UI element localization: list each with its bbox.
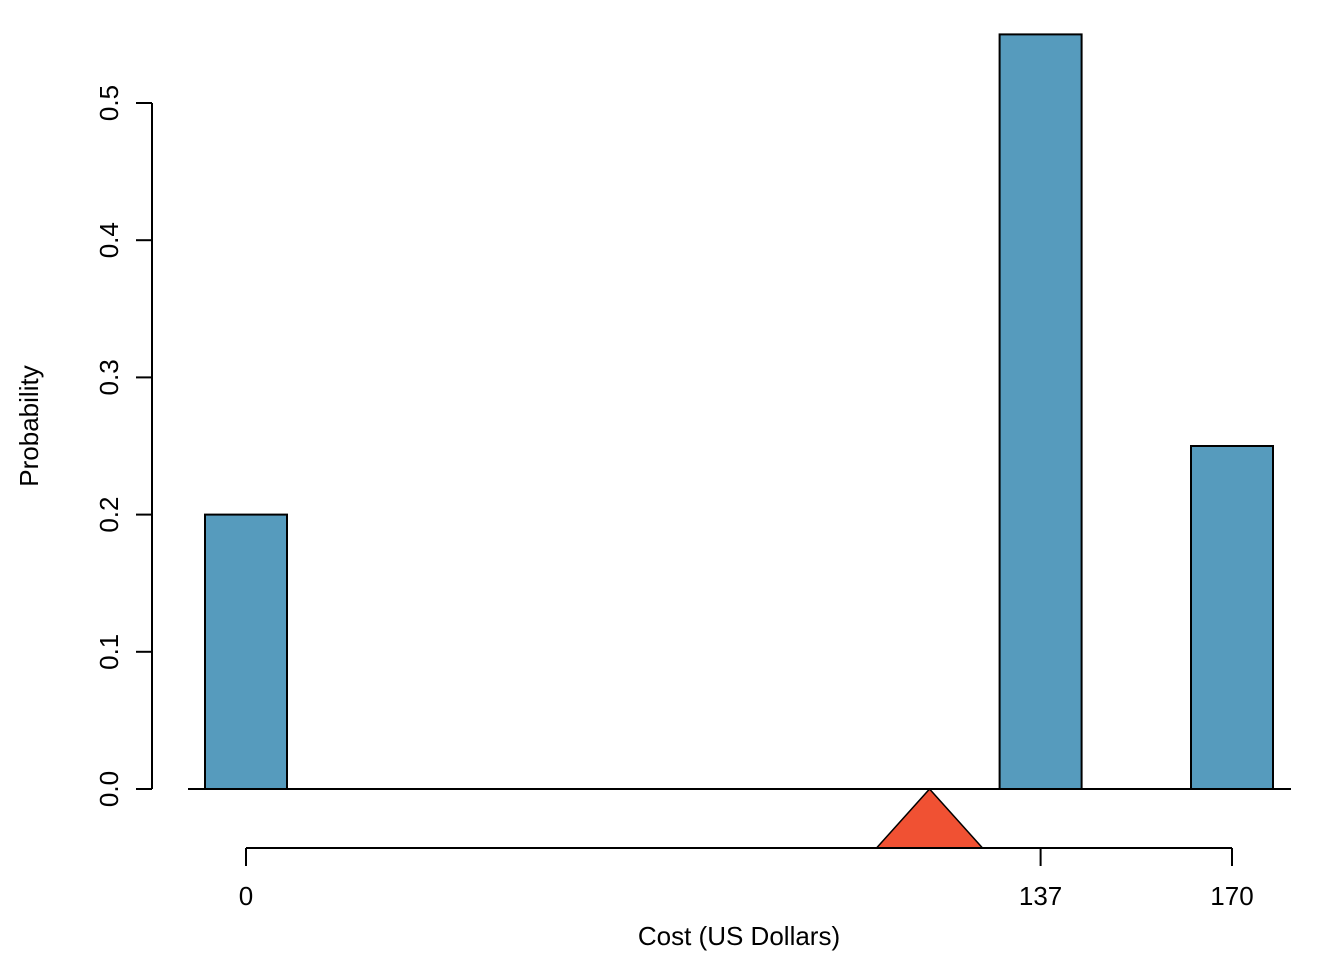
y-axis: 0.0 0.1 0.2 0.3 0.4 0.5 [94,85,153,807]
y-axis-label: Probability [14,365,44,486]
y-tick-label: 0.5 [94,85,124,121]
y-tick-label: 0.4 [94,222,124,258]
y-tick-label: 0.1 [94,634,124,670]
y-tick-label: 0.3 [94,359,124,395]
bar [1190,445,1274,790]
y-tick-label: 0.2 [94,497,124,533]
x-tick-label: 0 [239,881,253,911]
y-tick-label: 0.0 [94,771,124,807]
x-tick-label: 137 [1019,881,1062,911]
bar [998,33,1083,790]
x-tick-label: 170 [1210,881,1253,911]
x-axis: 0 137 170 [239,847,1254,911]
x-axis-label: Cost (US Dollars) [638,921,840,951]
bar [204,513,288,790]
